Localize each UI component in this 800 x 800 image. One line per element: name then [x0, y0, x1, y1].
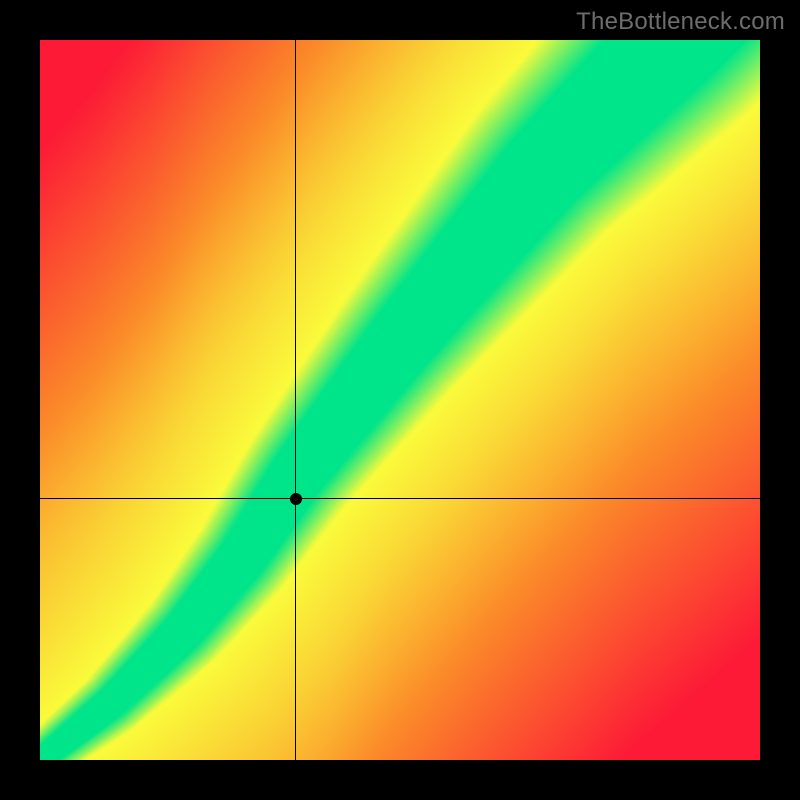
crosshair-marker — [290, 493, 302, 505]
crosshair-horizontal — [40, 498, 760, 500]
heatmap-canvas — [40, 40, 760, 760]
crosshair-vertical — [295, 40, 297, 760]
plot-area — [40, 40, 760, 760]
watermark-text: TheBottleneck.com — [576, 8, 785, 36]
